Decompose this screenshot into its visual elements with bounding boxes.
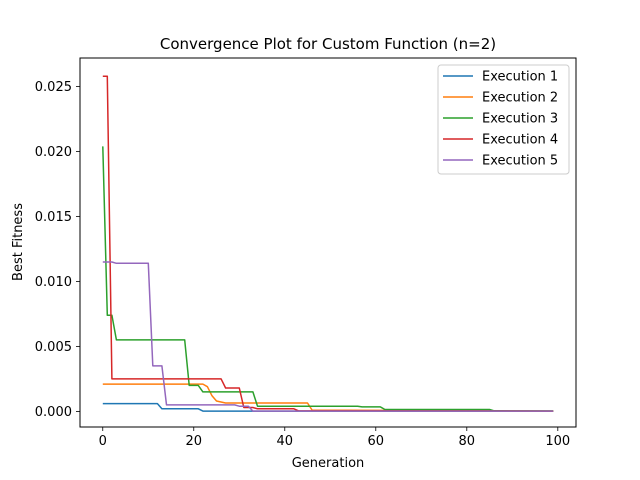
- chart-title: Convergence Plot for Custom Function (n=…: [160, 35, 496, 53]
- series-line-execution-3: [102, 146, 554, 412]
- y-tick-label: 0.005: [35, 340, 72, 355]
- plot-frame: [79, 57, 577, 428]
- legend: Execution 1 Execution 2 Execution 3 Executi…: [437, 64, 570, 175]
- x-axis: 0 20 40 60 80 100: [99, 427, 570, 449]
- y-tick-label: 0.025: [35, 80, 72, 95]
- legend-box: [437, 64, 570, 175]
- legend-label-execution-4: Execution 4: [482, 133, 558, 148]
- y-axis: 0.000 0.005 0.010 0.015 0.020 0.025: [35, 80, 80, 420]
- series-layer: [102, 75, 554, 412]
- x-tick-label: 0: [99, 434, 107, 449]
- legend-label-execution-5: Execution 5: [482, 154, 558, 169]
- y-tick-label: 0.020: [35, 145, 72, 160]
- legend-label-execution-2: Execution 2: [482, 91, 558, 106]
- series-line-execution-5: [102, 261, 554, 412]
- y-tick-label: 0.015: [35, 210, 72, 225]
- x-tick-label: 60: [368, 434, 385, 449]
- y-tick-label: 0.000: [35, 405, 72, 420]
- x-axis-title: Generation: [292, 456, 365, 471]
- y-axis-title: Best Fitness: [11, 203, 26, 281]
- legend-label-execution-3: Execution 3: [482, 112, 558, 127]
- series-line-execution-2: [102, 383, 554, 412]
- y-tick-label: 0.010: [35, 275, 72, 290]
- x-tick-label: 100: [545, 434, 570, 449]
- x-tick-label: 80: [459, 434, 476, 449]
- legend-label-execution-1: Execution 1: [482, 70, 558, 85]
- x-tick-label: 20: [185, 434, 202, 449]
- x-tick-label: 40: [276, 434, 293, 449]
- series-line-execution-4: [102, 75, 554, 412]
